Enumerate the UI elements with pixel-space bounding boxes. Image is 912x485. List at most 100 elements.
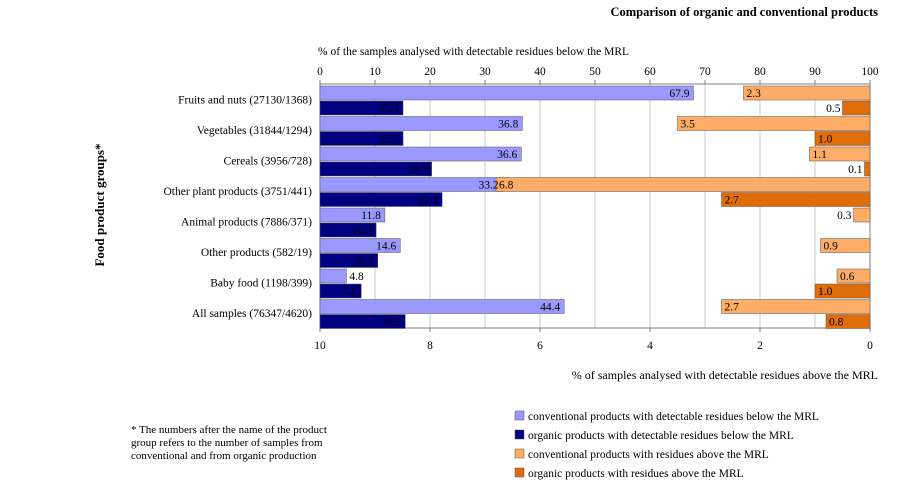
top-tick-label: 80 bbox=[754, 66, 766, 78]
bar bbox=[319, 238, 401, 253]
bar-label: 0.5 bbox=[826, 103, 841, 115]
bar-label: 1.0 bbox=[818, 286, 833, 298]
category-label: Other products (582/19) bbox=[201, 247, 312, 259]
footnote-line: * The numbers after the name of the prod… bbox=[131, 424, 327, 436]
bar-label: 10.2 bbox=[352, 225, 372, 237]
bar bbox=[319, 207, 386, 223]
legend-label: organic products with detectable residue… bbox=[528, 430, 794, 442]
bar-label: 0.8 bbox=[829, 317, 844, 329]
category-label: Cereals (3956/728) bbox=[224, 155, 313, 167]
category-label: Other plant products (3751/441) bbox=[163, 186, 312, 198]
bar bbox=[319, 131, 404, 146]
bar-label: 1.1 bbox=[813, 149, 828, 161]
bar bbox=[836, 268, 871, 284]
bar-label: 0.6 bbox=[840, 271, 855, 283]
category-label: Vegetables (31844/1294) bbox=[197, 125, 312, 137]
bar-label: 44.4 bbox=[540, 302, 560, 314]
bars bbox=[319, 85, 871, 329]
bar bbox=[814, 283, 871, 299]
legend-swatch bbox=[514, 429, 525, 440]
bar bbox=[319, 283, 362, 299]
top-tick-label: 10 bbox=[369, 66, 381, 78]
bottom-tick-label: 4 bbox=[647, 340, 653, 352]
top-tick-label: 100 bbox=[861, 66, 879, 78]
bottom-tick-label: 0 bbox=[867, 340, 873, 352]
category-label: Animal products (7886/371) bbox=[181, 216, 312, 228]
bar bbox=[721, 192, 871, 207]
y-axis-label: Food product groups* bbox=[92, 143, 107, 266]
bar-label: 67.9 bbox=[669, 88, 689, 100]
bar-label: 2.3 bbox=[747, 88, 762, 100]
legend: conventional products with detectable re… bbox=[514, 410, 819, 480]
top-axis-ticks: 0 10 20 30 40 50 60 70 80 90 100 bbox=[317, 66, 879, 84]
category-label: Baby food (1198/399) bbox=[210, 277, 312, 289]
bar bbox=[319, 299, 565, 314]
bottom-tick-label: 8 bbox=[427, 340, 433, 352]
bar-label: 2.7 bbox=[725, 302, 740, 314]
bar bbox=[677, 116, 871, 131]
bar bbox=[820, 238, 871, 253]
top-tick-label: 20 bbox=[424, 66, 436, 78]
bar bbox=[319, 85, 694, 101]
bar bbox=[319, 177, 503, 192]
bar-label: 36.6 bbox=[497, 149, 517, 161]
bar-label: 1.0 bbox=[818, 134, 833, 146]
bar-labels: 67.9 15.1 2.3 0.5 36.8 15.1 3.5 1.0 36.6 20.3 1.1 0… bbox=[343, 88, 863, 329]
bottom-tick-label: 2 bbox=[757, 340, 763, 352]
bar-label: 14.6 bbox=[376, 241, 396, 253]
bar bbox=[319, 253, 378, 268]
top-tick-label: 50 bbox=[589, 66, 601, 78]
bar-label: 36.8 bbox=[498, 119, 518, 131]
bar-label: 6.8 bbox=[499, 180, 514, 192]
bar bbox=[842, 100, 871, 116]
bar bbox=[864, 161, 871, 177]
bottom-axis-label: % of samples analysed with detectable re… bbox=[572, 368, 878, 382]
bottom-axis-ticks: 10 8 6 4 2 0 bbox=[314, 328, 873, 352]
top-tick-label: 40 bbox=[534, 66, 546, 78]
category-labels: Fruits and nuts (27130/1368) Vegetables (… bbox=[163, 94, 312, 320]
bar bbox=[319, 222, 377, 238]
bar-label: 15.5 bbox=[381, 317, 401, 329]
bottom-tick-label: 10 bbox=[314, 340, 326, 352]
category-label: All samples (76347/4620) bbox=[192, 308, 312, 320]
footnote-line: conventional and from organic production bbox=[131, 450, 317, 462]
bar-label: 7.5 bbox=[343, 286, 358, 298]
top-tick-label: 70 bbox=[699, 66, 711, 78]
legend-label: conventional products with residues abov… bbox=[528, 449, 769, 461]
bar bbox=[319, 146, 522, 162]
legend-label: organic products with residues above the… bbox=[528, 468, 744, 480]
bar bbox=[853, 207, 871, 223]
bar-label: 33.2 bbox=[478, 180, 498, 192]
top-tick-label: 60 bbox=[644, 66, 656, 78]
bar-label: 22.2 bbox=[418, 195, 438, 207]
bar-label: 0.3 bbox=[837, 210, 852, 222]
legend-swatch bbox=[514, 467, 525, 478]
bar-label: 3.5 bbox=[681, 119, 696, 131]
bar bbox=[809, 146, 871, 162]
legend-label: conventional products with detectable re… bbox=[528, 411, 819, 423]
bar bbox=[743, 85, 871, 101]
bar-label: 4.8 bbox=[349, 271, 364, 283]
top-tick-label: 30 bbox=[479, 66, 491, 78]
bottom-tick-label: 6 bbox=[537, 340, 543, 352]
bar-label: 10.5 bbox=[354, 256, 374, 268]
category-label: Fruits and nuts (27130/1368) bbox=[178, 94, 312, 106]
bar bbox=[319, 100, 404, 116]
bar bbox=[319, 192, 443, 207]
bar bbox=[319, 116, 523, 131]
bar-label: 0.9 bbox=[824, 241, 839, 253]
bar bbox=[319, 268, 347, 284]
bar bbox=[319, 314, 406, 329]
bar-label: 2.7 bbox=[725, 195, 740, 207]
top-axis-label: % of the samples analysed with detectabl… bbox=[318, 46, 629, 58]
bar-label: 15.1 bbox=[379, 103, 399, 115]
legend-swatch bbox=[514, 410, 525, 421]
bar bbox=[319, 161, 432, 177]
bar bbox=[814, 131, 871, 146]
chart-title: Comparison of organic and conventional p… bbox=[610, 5, 878, 19]
bar bbox=[825, 314, 871, 329]
bar bbox=[721, 299, 871, 314]
bar-label: 15.1 bbox=[379, 134, 399, 146]
bar bbox=[495, 177, 871, 192]
